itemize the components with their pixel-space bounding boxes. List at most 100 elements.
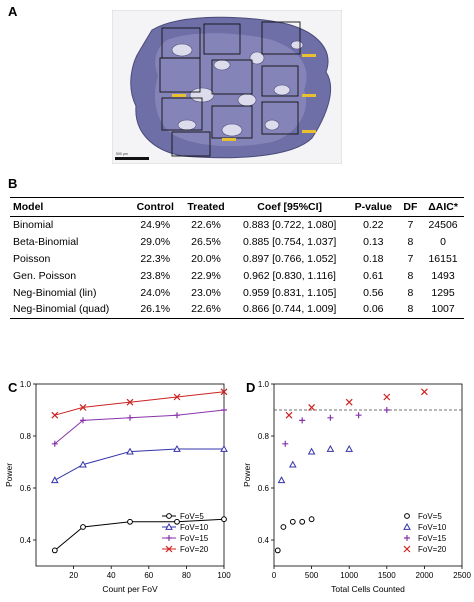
panel-d-letter: D <box>246 380 256 395</box>
data-point <box>288 460 297 468</box>
table-cell: 22.6% <box>191 219 221 232</box>
table-cell: 0.866 [0.744, 1.009] <box>231 300 348 319</box>
data-point <box>220 444 228 452</box>
x-tick-label: 100 <box>217 571 231 580</box>
legend-marker <box>165 545 173 553</box>
x-axis-label: Total Cells Counted <box>331 584 405 594</box>
tissue-micrograph: 500 µm <box>112 10 342 164</box>
table-cell: Poisson <box>13 252 51 265</box>
table-row: Binomial 24.9% 22.6% 0.883 [0.722, 1.080] 0.… <box>10 217 464 234</box>
table-header-3: Coef [95%CI] <box>231 197 348 217</box>
table-cell: 0.13 <box>363 236 384 249</box>
legend-entry: FoV=15 <box>404 534 447 543</box>
data-point <box>126 398 134 406</box>
legend-label: FoV=10 <box>418 523 447 532</box>
x-tick-label: 2000 <box>416 571 434 580</box>
legend-entry: FoV=5 <box>404 512 442 521</box>
legend-marker <box>403 545 411 553</box>
table-row: Gen. Poisson 23.8% 22.9% 0.962 [0.830, 1.11… <box>10 267 464 284</box>
table-header-row: Model Control Treated Coef [95%CI] P-value DF… <box>10 197 464 217</box>
table-cell: Binomial <box>13 219 54 232</box>
x-tick-label: 60 <box>144 571 153 580</box>
data-point <box>308 403 316 411</box>
table-header-0: Model <box>10 197 130 217</box>
table-cell: 23.0% <box>191 286 221 299</box>
table-cell: 8 <box>407 236 414 249</box>
x-tick-label: 1000 <box>340 571 358 580</box>
legend-label: FoV=15 <box>418 534 447 543</box>
data-point <box>326 444 335 452</box>
data-point <box>80 417 86 424</box>
table-cell: 0.61 <box>363 269 384 282</box>
legend-entry: FoV=5 <box>162 512 204 521</box>
y-tick-label: 1.0 <box>20 380 32 389</box>
panel-a-letter: A <box>8 4 18 19</box>
data-point <box>345 398 353 406</box>
legend-entry: FoV=20 <box>162 545 209 554</box>
legend-label: FoV=5 <box>418 512 442 521</box>
data-point <box>221 516 227 523</box>
x-tick-label: 500 <box>305 571 319 580</box>
data-point <box>383 407 390 413</box>
table-cell: 0.897 [0.766, 1.052] <box>242 252 337 265</box>
data-point <box>285 411 293 419</box>
data-point <box>308 516 315 523</box>
table-cell: 22.3% <box>140 252 171 265</box>
table-cell: 8 <box>398 300 423 319</box>
series-0 <box>274 516 315 554</box>
table-cell: 0.18 <box>363 252 384 265</box>
table-header-4: P-value <box>347 197 399 217</box>
data-point <box>173 444 181 452</box>
x-tick-label: 0 <box>272 571 277 580</box>
series-3 <box>285 388 428 419</box>
table-cell: 24.9% <box>140 219 171 232</box>
series-2 <box>51 407 227 447</box>
data-point <box>277 476 286 484</box>
y-tick-label: 1.0 <box>258 380 270 389</box>
y-tick-label: 0.6 <box>20 484 32 493</box>
data-point <box>174 412 180 419</box>
legend-entry: FoV=20 <box>403 545 447 554</box>
table-cell: 20.0% <box>191 252 221 265</box>
data-point <box>51 547 58 554</box>
table-cell: 1295 <box>431 286 455 299</box>
legend-label: FoV=5 <box>180 512 204 521</box>
table-cell: 0.56 <box>363 286 384 299</box>
data-point <box>221 407 227 413</box>
y-tick-label: 0.4 <box>20 536 32 545</box>
y-tick-label: 0.8 <box>258 432 270 441</box>
table-cell: 0 <box>440 236 446 249</box>
data-point <box>420 388 428 396</box>
x-tick-label: 20 <box>69 571 78 580</box>
panel-c-letter: C <box>8 380 18 395</box>
data-point <box>299 518 306 525</box>
x-tick-label: 2500 <box>453 571 471 580</box>
legend-marker <box>166 535 172 541</box>
legend-label: FoV=10 <box>180 523 209 532</box>
data-point <box>51 411 59 419</box>
table-cell: Beta-Binomial <box>13 236 79 249</box>
data-point <box>79 460 87 468</box>
table-header-2: Treated <box>180 197 232 217</box>
chart-c: 20 40 60 80 100 0.4 0.6 0.8 1.0 Count per FoV Powe… <box>4 380 231 594</box>
x-axis-label: Count per FoV <box>102 584 158 594</box>
x-tick-label: 1500 <box>378 571 396 580</box>
model-comparison-table: Model Control Treated Coef [95%CI] P-value DF… <box>10 197 464 319</box>
data-point <box>80 524 86 530</box>
table-body: Binomial 24.9% 22.6% 0.883 [0.722, 1.080] 0.… <box>10 217 464 319</box>
table-cell: 1007 <box>422 300 464 319</box>
panel-b-letter: B <box>8 176 18 191</box>
table-cell: 0.883 [0.722, 1.080] <box>242 219 337 232</box>
legend-label: FoV=15 <box>180 534 209 543</box>
x-tick-label: 40 <box>107 571 116 580</box>
legend-entry: FoV=10 <box>403 522 447 532</box>
table-cell: 22.6% <box>180 300 232 319</box>
legend-entry: FoV=10 <box>162 522 209 532</box>
table-cell: 26.5% <box>191 236 221 249</box>
series-line <box>54 409 225 445</box>
table-cell: 23.8% <box>140 269 171 282</box>
table-header-6: ΔAIC* <box>422 197 464 217</box>
series-line <box>54 448 224 481</box>
legend-entry: FoV=15 <box>162 534 209 543</box>
plot-frame <box>35 383 225 567</box>
